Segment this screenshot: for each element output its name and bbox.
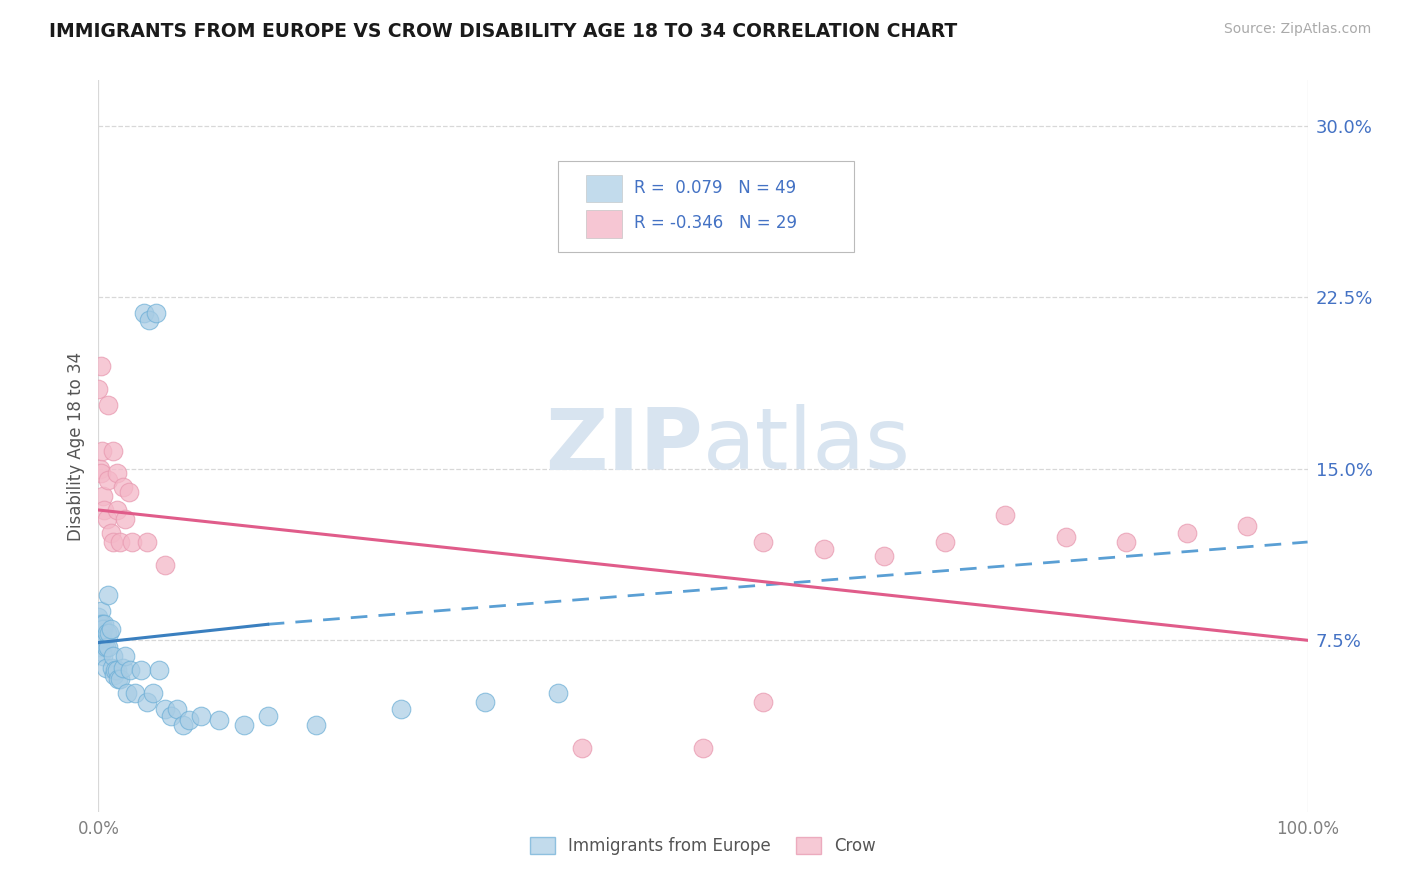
Point (91, 622, 114, 636)
Point (104, 663, 127, 677)
Point (98, 626, 121, 640)
Point (108, 535, 131, 549)
Point (107, 672, 129, 686)
Point (547, 686, 569, 700)
Point (135, 695, 157, 709)
Point (172, 718, 194, 732)
Point (145, 306, 167, 320)
Point (89, 617, 111, 632)
Point (813, 541, 835, 556)
Point (93, 617, 115, 632)
Point (114, 649, 136, 664)
Point (474, 695, 496, 709)
Point (1115, 535, 1137, 549)
Point (752, 535, 775, 549)
Point (118, 663, 141, 677)
Point (305, 718, 328, 732)
Point (1175, 525, 1198, 540)
FancyBboxPatch shape (586, 210, 621, 237)
Point (105, 663, 128, 677)
Point (93, 635, 115, 649)
Point (108, 672, 131, 686)
Point (91, 489, 114, 503)
Point (96, 512, 118, 526)
Point (571, 740, 593, 755)
Text: atlas: atlas (703, 404, 911, 488)
Point (138, 313, 160, 327)
Point (100, 661, 122, 675)
Point (90, 626, 112, 640)
Point (91, 649, 114, 664)
Text: ZIP: ZIP (546, 404, 703, 488)
Point (96, 626, 118, 640)
Point (121, 535, 143, 549)
Point (873, 549, 896, 563)
Point (142, 686, 165, 700)
Point (114, 512, 136, 526)
Point (208, 714, 231, 728)
Point (934, 535, 956, 549)
Point (124, 686, 146, 700)
Text: R =  0.079   N = 49: R = 0.079 N = 49 (634, 178, 796, 197)
Point (134, 306, 156, 320)
Point (90, 467, 112, 481)
Point (166, 702, 188, 716)
Point (153, 702, 176, 716)
Point (129, 663, 152, 677)
Point (97, 640, 120, 655)
Point (1054, 530, 1077, 544)
Point (232, 718, 254, 732)
Point (97, 588, 120, 602)
Point (692, 740, 714, 755)
Point (91, 617, 114, 632)
Point (89, 640, 111, 655)
Text: R = -0.346   N = 29: R = -0.346 N = 29 (634, 214, 797, 232)
Point (100, 525, 122, 540)
Point (94, 640, 117, 655)
Point (389, 702, 412, 716)
FancyBboxPatch shape (586, 175, 621, 202)
Point (111, 480, 134, 494)
Point (111, 661, 134, 675)
Point (117, 686, 139, 700)
Point (87, 382, 110, 396)
Point (103, 667, 125, 681)
Point (105, 467, 128, 481)
Point (90, 604, 112, 618)
Point (90, 359, 112, 373)
Point (153, 558, 176, 572)
Legend: Immigrants from Europe, Crow: Immigrants from Europe, Crow (523, 830, 883, 862)
FancyBboxPatch shape (558, 161, 855, 252)
Text: Source: ZipAtlas.com: Source: ZipAtlas.com (1223, 22, 1371, 37)
Point (190, 708, 212, 723)
Point (148, 663, 170, 677)
Text: IMMIGRANTS FROM EUROPE VS CROW DISABILITY AGE 18 TO 34 CORRELATION CHART: IMMIGRANTS FROM EUROPE VS CROW DISABILIT… (49, 22, 957, 41)
Point (91, 631, 114, 645)
Point (87, 610, 110, 624)
Point (94, 661, 117, 675)
Point (994, 508, 1017, 522)
Point (105, 503, 128, 517)
Point (101, 649, 124, 664)
Point (91, 443, 114, 458)
Point (135, 535, 157, 549)
Point (101, 443, 124, 458)
Point (91, 645, 114, 659)
Y-axis label: Disability Age 18 to 34: Disability Age 18 to 34 (66, 351, 84, 541)
Point (100, 622, 122, 636)
Point (93, 503, 115, 517)
Point (256, 708, 278, 723)
Point (1236, 519, 1258, 533)
Point (97, 398, 120, 412)
Point (101, 535, 124, 549)
Point (89, 462, 111, 476)
Point (97, 473, 120, 487)
Point (179, 714, 201, 728)
Point (160, 708, 183, 723)
Point (118, 484, 141, 499)
Point (752, 695, 775, 709)
Point (87, 633, 110, 648)
